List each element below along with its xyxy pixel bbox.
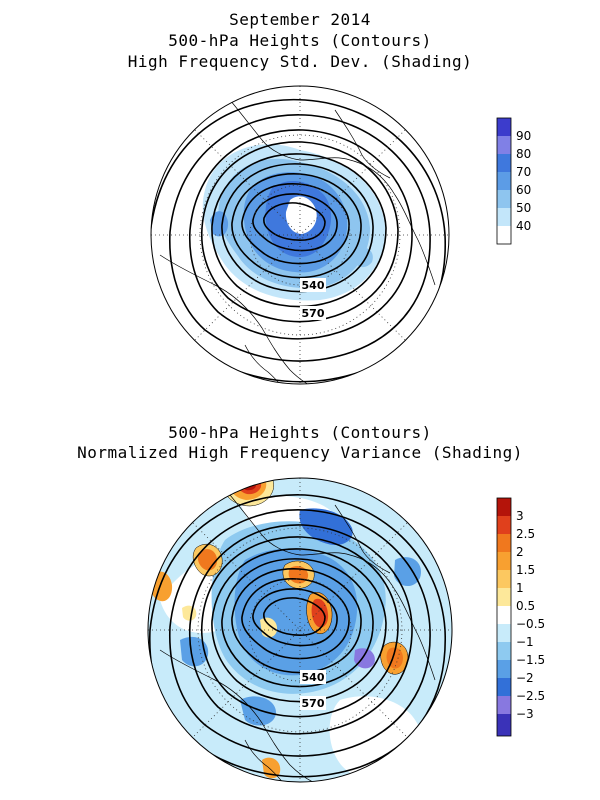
colorbar2-label-3: 3 bbox=[516, 509, 524, 523]
colorbar-swatch-0 bbox=[497, 118, 511, 136]
contour-label-570-2: 570 bbox=[300, 696, 326, 710]
colorbar2-swatch-5 bbox=[497, 588, 511, 606]
svg-text:540: 540 bbox=[302, 671, 325, 684]
colorbar-label-80: 80 bbox=[516, 147, 531, 161]
colorbar-swatch-6 bbox=[497, 226, 511, 244]
colorbar2-swatch-4 bbox=[497, 570, 511, 588]
colorbar-label-40: 40 bbox=[516, 219, 531, 233]
graticule bbox=[151, 86, 449, 384]
contour-label-570: 570 bbox=[300, 306, 326, 320]
panel2-title-contours: 500-hPa Heights (Contours) bbox=[168, 423, 432, 442]
polar-map-std-dev: 540 570 bbox=[150, 85, 450, 385]
height-contours bbox=[151, 98, 446, 383]
panel1-subtitle-contours: 500-hPa Heights (Contours) bbox=[168, 31, 432, 50]
colorbar2-swatch-12 bbox=[497, 714, 511, 736]
contour-label-540-2: 540 bbox=[300, 670, 326, 684]
graticule-2 bbox=[148, 478, 452, 782]
svg-text:570: 570 bbox=[302, 307, 325, 320]
colorbar2-swatch-3 bbox=[497, 552, 511, 570]
height-contours-2 bbox=[148, 494, 446, 778]
continent-outlines bbox=[159, 99, 436, 384]
colorbar-swatch-3 bbox=[497, 172, 511, 190]
colorbar-swatch-5 bbox=[497, 208, 511, 226]
colorbar2-label-1-5: 1.5 bbox=[516, 563, 535, 577]
colorbar2-label-0-5: 0.5 bbox=[516, 599, 535, 613]
colorbar-swatch-2 bbox=[497, 154, 511, 172]
colorbar2-swatch-8 bbox=[497, 642, 511, 660]
colorbar2-swatch-9 bbox=[497, 660, 511, 678]
colorbar-label-60: 60 bbox=[516, 183, 531, 197]
colorbar-std-dev: 90 80 70 60 50 40 bbox=[496, 117, 531, 245]
colorbar2-swatch-2 bbox=[497, 534, 511, 552]
colorbar2-label-2-5: 2.5 bbox=[516, 527, 535, 541]
colorbar2-label-1: 1 bbox=[516, 581, 524, 595]
svg-text:570: 570 bbox=[302, 697, 325, 710]
colorbar2-label-neg-1-5: −1.5 bbox=[516, 653, 545, 667]
polar-map-normalized-variance: 540 570 bbox=[147, 477, 453, 783]
colorbar2-label-neg-2-5: −2.5 bbox=[516, 689, 545, 703]
colorbar2-swatch-1 bbox=[497, 516, 511, 534]
colorbar2-label-2: 2 bbox=[516, 545, 524, 559]
svg-text:540: 540 bbox=[302, 279, 325, 292]
colorbar-normalized-variance: 3 2.5 2 1.5 1 0.5 −0.5 −1 −1.5 −2 −2.5 −… bbox=[496, 497, 545, 737]
colorbar2-swatch-0 bbox=[497, 498, 511, 516]
colorbar2-label-neg-3: −3 bbox=[516, 707, 534, 721]
panel2-title-shading: Normalized High Frequency Variance (Shad… bbox=[77, 443, 523, 462]
contour-label-540: 540 bbox=[300, 278, 326, 292]
panel1-subtitle-shading: High Frequency Std. Dev. (Shading) bbox=[127, 52, 473, 71]
colorbar-swatch-4 bbox=[497, 190, 511, 208]
colorbar-swatch-1 bbox=[497, 136, 511, 154]
colorbar-label-50: 50 bbox=[516, 201, 531, 215]
colorbar2-label-neg-0-5: −0.5 bbox=[516, 617, 545, 631]
colorbar2-label-neg-1: −1 bbox=[516, 635, 534, 649]
colorbar2-swatch-10 bbox=[497, 678, 511, 696]
colorbar2-swatch-6 bbox=[497, 606, 511, 624]
colorbar-label-90: 90 bbox=[516, 129, 531, 143]
panel1-title: September 2014 bbox=[229, 10, 371, 29]
colorbar-label-70: 70 bbox=[516, 165, 531, 179]
colorbar2-swatch-7 bbox=[497, 624, 511, 642]
colorbar2-swatch-11 bbox=[497, 696, 511, 714]
colorbar2-label-neg-2: −2 bbox=[516, 671, 534, 685]
